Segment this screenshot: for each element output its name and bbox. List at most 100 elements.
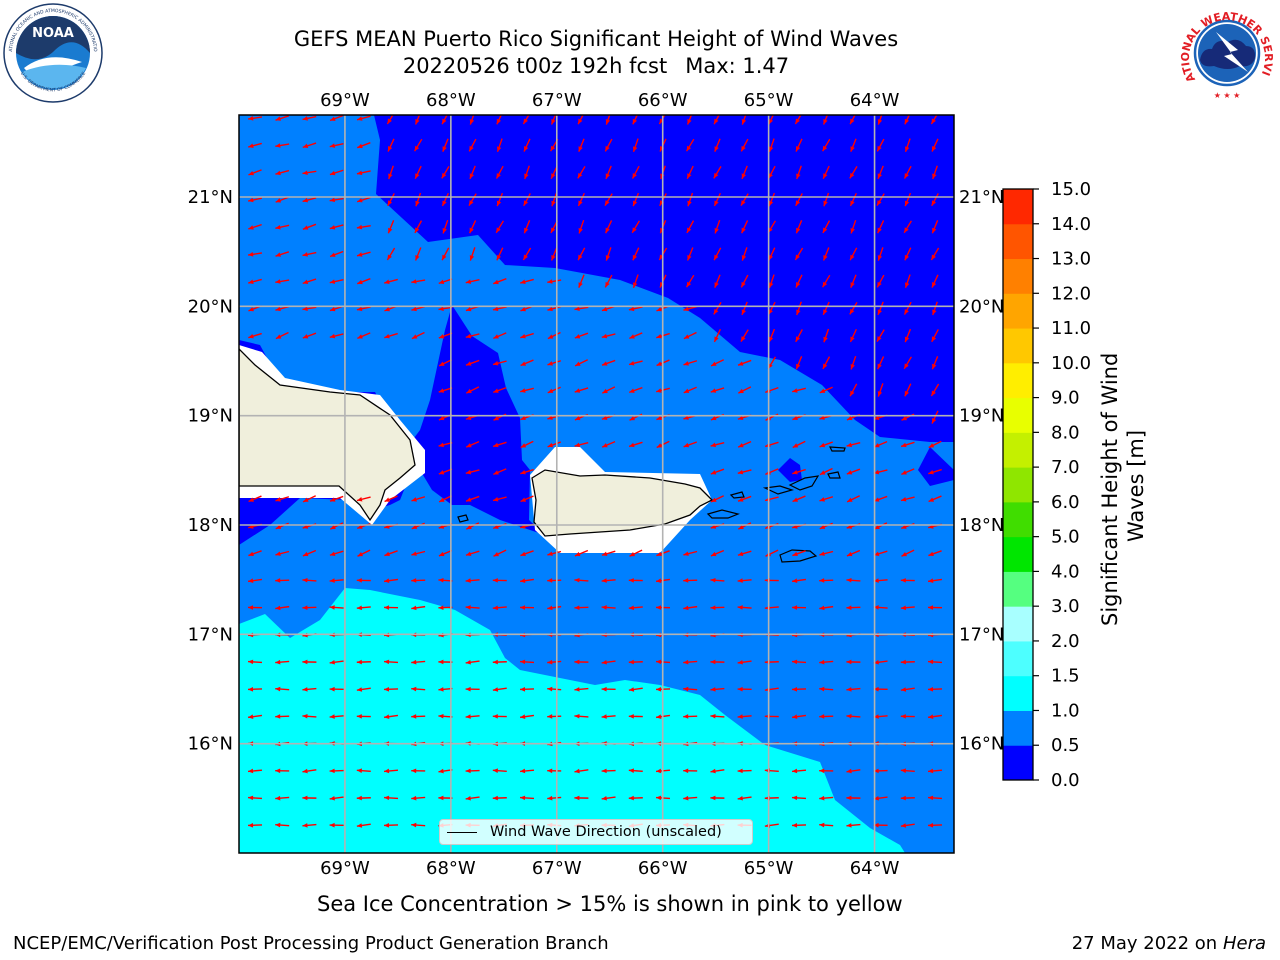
- wave-direction-arrow: [683, 386, 697, 394]
- wave-direction-arrow: [737, 469, 752, 475]
- wave-direction-arrow: [795, 329, 803, 343]
- wave-direction-arrow: [384, 278, 398, 284]
- colorbar-tick-5: 3.0: [1051, 596, 1080, 617]
- wave-direction-arrow: [275, 686, 290, 692]
- colorbar-label-line-1: Significant Height of Wind: [1098, 353, 1122, 626]
- wave-direction-arrow: [275, 768, 290, 774]
- wave-direction-arrow: [496, 247, 504, 261]
- wave-direction-arrow: [329, 578, 344, 583]
- wave-direction-arrow: [628, 605, 643, 611]
- wave-direction-arrow: [903, 165, 912, 179]
- wave-direction-arrow: [519, 795, 535, 801]
- wave-direction-arrow: [873, 686, 888, 692]
- wave-direction-arrow: [550, 115, 557, 125]
- wave-direction-arrow: [413, 138, 423, 152]
- wave-direction-arrow: [492, 441, 507, 448]
- wave-direction-arrow: [819, 496, 834, 502]
- wave-direction-arrow: [738, 386, 752, 394]
- colorbar-tick-13: 11.0: [1051, 318, 1091, 339]
- wave-direction-arrow: [574, 768, 589, 774]
- wave-direction-arrow: [520, 387, 534, 393]
- wave-direction-arrow: [846, 823, 861, 828]
- wave-direction-arrow: [768, 115, 774, 125]
- wave-direction-arrow: [356, 224, 371, 230]
- wave-direction-arrow: [601, 660, 616, 665]
- wave-direction-arrow: [928, 468, 942, 475]
- wave-direction-arrow: [356, 795, 371, 801]
- wave-direction-arrow: [683, 714, 698, 719]
- wave-direction-arrow: [247, 252, 263, 257]
- wave-direction-arrow: [710, 795, 725, 801]
- wave-direction-arrow: [873, 660, 888, 665]
- wave-direction-arrow: [876, 329, 885, 342]
- wave-direction-arrow: [247, 822, 263, 828]
- wave-direction-arrow: [275, 795, 290, 801]
- colorbar-tick-9: 7.0: [1051, 457, 1080, 478]
- wave-direction-arrow: [466, 386, 480, 394]
- wave-direction-arrow: [492, 605, 507, 611]
- wave-direction-arrow: [356, 251, 371, 257]
- lat-tick-right-3: 18°N: [959, 515, 1004, 536]
- wave-direction-arrow: [520, 332, 534, 339]
- wave-direction-arrow: [442, 219, 449, 234]
- wave-direction-arrow: [411, 768, 426, 774]
- wave-direction-arrow: [574, 795, 589, 801]
- lon-tick-bottom-2: 67°W: [532, 858, 582, 879]
- wave-direction-arrow: [275, 605, 290, 611]
- wave-direction-arrow: [547, 279, 562, 284]
- wave-direction-arrow: [383, 605, 399, 610]
- wave-direction-arrow: [792, 550, 806, 557]
- mona-island-coast: [457, 514, 469, 523]
- wave-direction-arrow: [415, 192, 422, 207]
- wave-direction-arrow: [550, 247, 558, 261]
- wave-direction-arrow: [329, 279, 344, 284]
- wave-direction-arrow: [465, 605, 480, 610]
- wave-direction-arrow: [387, 220, 395, 234]
- wave-direction-arrow: [629, 332, 643, 339]
- wave-direction-arrow: [469, 115, 475, 125]
- wave-direction-arrow: [465, 714, 480, 719]
- wave-direction-arrow: [795, 220, 803, 234]
- wave-direction-arrow: [547, 768, 562, 774]
- wave-direction-arrow: [876, 193, 885, 206]
- wave-direction-arrow: [927, 714, 943, 719]
- wave-direction-arrow: [710, 549, 725, 557]
- map-frame: [238, 114, 955, 854]
- footer-date-host: 27 May 2022 on Hera: [1072, 932, 1266, 956]
- colorbar: [1002, 188, 1034, 781]
- wave-direction-arrow: [632, 192, 640, 207]
- wave-direction-arrow: [329, 796, 344, 801]
- wave-direction-arrow: [386, 115, 394, 125]
- wave-direction-arrow: [441, 166, 450, 179]
- wave-direction-arrow: [383, 578, 399, 583]
- wave-direction-arrow: [275, 115, 290, 121]
- wave-direction-arrow: [465, 441, 480, 448]
- wave-direction-arrow: [520, 440, 534, 449]
- wave-direction-arrow: [524, 165, 530, 180]
- wave-direction-arrow: [846, 659, 861, 665]
- lon-tick-top-2: 67°W: [532, 90, 582, 111]
- wave-direction-arrow: [493, 332, 507, 339]
- wave-direction-arrow: [794, 115, 802, 125]
- wave-direction-arrow: [411, 305, 426, 312]
- colorbar-swatch-13: [1003, 293, 1033, 329]
- wave-direction-arrow: [904, 138, 911, 153]
- wave-direction-arrow: [547, 795, 562, 801]
- virgin-islands-coast: [706, 446, 846, 563]
- wave-direction-arrow: [901, 549, 915, 557]
- wave-direction-arrow: [741, 220, 749, 234]
- wave-direction-arrow: [248, 495, 262, 503]
- wave-direction-arrow: [465, 359, 480, 366]
- wave-direction-arrow: [792, 387, 806, 393]
- wave-direction-arrow: [329, 550, 344, 556]
- wave-direction-arrow: [387, 138, 395, 152]
- wave-direction-arrow: [768, 328, 776, 343]
- wave-direction-arrow: [601, 359, 616, 366]
- wave-direction-arrow: [632, 274, 639, 289]
- wave-direction-arrow: [465, 469, 480, 475]
- wave-direction-arrow: [683, 659, 698, 665]
- colorbar-tick-16: 14.0: [1051, 214, 1091, 235]
- wave-direction-arrow: [877, 220, 885, 234]
- wave-direction-arrow: [465, 660, 480, 665]
- wave-direction-arrow: [710, 442, 725, 448]
